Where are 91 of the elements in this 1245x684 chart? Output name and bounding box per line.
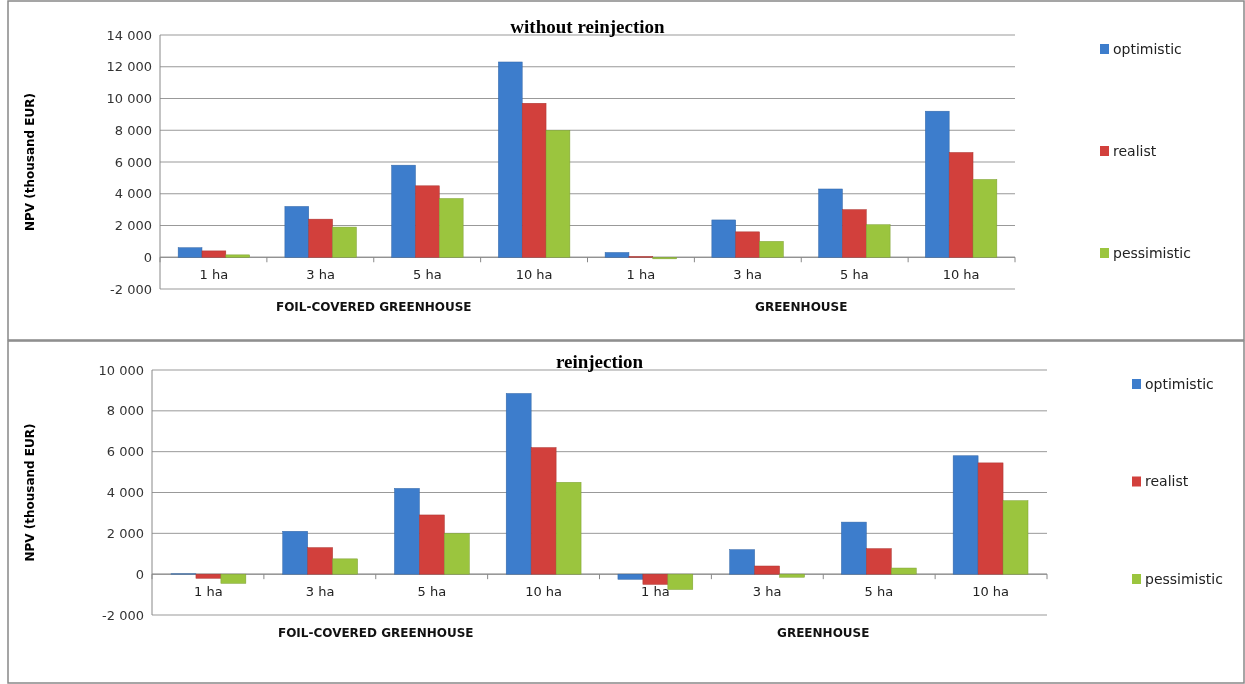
x-tick-label: 3 ha bbox=[733, 267, 762, 283]
bar bbox=[642, 573, 669, 585]
bar bbox=[530, 447, 557, 575]
y-tick-label: 4 000 bbox=[106, 485, 144, 501]
bar bbox=[419, 514, 445, 575]
legend-label: pessimistic bbox=[1113, 244, 1191, 261]
x-tick-label: 5 ha bbox=[840, 267, 869, 283]
bar bbox=[332, 558, 358, 575]
y-tick-label: -2 000 bbox=[110, 281, 152, 297]
bar bbox=[729, 549, 755, 575]
x-tick-label: 5 ha bbox=[417, 584, 447, 600]
text: FOIL-COVERED GREENHOUSE bbox=[277, 626, 474, 640]
bar bbox=[308, 218, 333, 258]
y-tick-label: 2 000 bbox=[106, 525, 144, 541]
x-tick-label: 10 ha bbox=[515, 267, 553, 283]
text: FOIL-COVERED GREENHOUSE bbox=[275, 300, 472, 314]
legend-label: realist bbox=[1145, 473, 1189, 490]
bar bbox=[617, 573, 644, 580]
y-tick-label: -2 000 bbox=[102, 607, 144, 623]
bar bbox=[444, 533, 470, 575]
legend-label: optimistic bbox=[1145, 375, 1214, 392]
bar bbox=[866, 548, 892, 575]
x-tick-label: 5 ha bbox=[864, 584, 894, 600]
chart-title: without reinjection bbox=[510, 16, 666, 37]
bar bbox=[891, 567, 917, 575]
bar bbox=[952, 455, 979, 575]
bar bbox=[521, 103, 547, 258]
y-tick-label: 8 000 bbox=[106, 403, 144, 419]
y-tick-label: 12 000 bbox=[106, 59, 152, 75]
y-tick-label: 2 000 bbox=[114, 218, 152, 234]
chart-title: reinjection bbox=[555, 351, 644, 372]
x-tick-label: 1 ha bbox=[194, 584, 223, 600]
bar bbox=[977, 462, 1004, 575]
y-tick-label: 0 bbox=[143, 249, 152, 265]
legend-label: optimistic bbox=[1113, 40, 1182, 57]
x-tick-label: 1 ha bbox=[626, 267, 656, 283]
y-tick-label: 10 000 bbox=[106, 91, 152, 107]
bar bbox=[177, 247, 203, 258]
x-tick-label: 1 ha bbox=[641, 584, 670, 600]
bar bbox=[394, 488, 420, 575]
bar bbox=[195, 573, 222, 579]
bar bbox=[201, 250, 227, 258]
bar bbox=[1002, 500, 1029, 575]
bar bbox=[866, 224, 891, 258]
bar bbox=[818, 188, 843, 258]
x-tick-label: 3 ha bbox=[752, 584, 782, 600]
bar bbox=[925, 110, 950, 258]
bar bbox=[332, 226, 357, 258]
bar bbox=[667, 573, 694, 590]
text: GREENHOUSE bbox=[777, 626, 870, 640]
bar bbox=[439, 198, 464, 258]
bar bbox=[779, 573, 805, 578]
x-tick-label: 3 ha bbox=[305, 584, 335, 600]
x-tick-label: 10 ha bbox=[525, 584, 563, 600]
bar bbox=[972, 179, 998, 258]
y-tick-label: 8 000 bbox=[114, 122, 152, 138]
y-axis-title: NPV (thousand EUR) bbox=[23, 423, 37, 562]
bar bbox=[307, 547, 333, 575]
bar bbox=[545, 130, 571, 258]
bar bbox=[555, 482, 582, 575]
bar bbox=[604, 252, 630, 258]
x-tick-label: 5 ha bbox=[413, 267, 442, 283]
bar bbox=[842, 209, 867, 258]
y-axis-title: NPV (thousand EUR) bbox=[23, 92, 37, 232]
bar bbox=[841, 521, 867, 575]
x-tick-label: 3 ha bbox=[306, 267, 335, 283]
bar bbox=[284, 206, 309, 258]
bar bbox=[759, 241, 784, 258]
bar bbox=[391, 164, 416, 258]
legend-label: pessimistic bbox=[1145, 570, 1223, 587]
x-tick-label: 1 ha bbox=[199, 267, 229, 283]
legend-label: realist bbox=[1113, 142, 1157, 159]
bar bbox=[735, 231, 760, 258]
y-tick-label: 14 000 bbox=[106, 27, 152, 43]
bar bbox=[711, 219, 736, 258]
y-tick-label: 6 000 bbox=[114, 154, 152, 170]
y-tick-label: 0 bbox=[135, 566, 144, 582]
y-tick-label: 10 000 bbox=[98, 362, 144, 378]
bar bbox=[498, 61, 523, 258]
bar bbox=[948, 152, 974, 258]
bar bbox=[505, 393, 532, 575]
x-tick-label: 10 ha bbox=[942, 267, 980, 283]
bar bbox=[220, 573, 247, 584]
bar bbox=[282, 531, 308, 575]
bar bbox=[225, 254, 250, 258]
x-tick-label: 10 ha bbox=[972, 584, 1010, 600]
y-tick-label: 6 000 bbox=[106, 444, 144, 460]
text: GREENHOUSE bbox=[755, 300, 848, 314]
y-tick-label: 4 000 bbox=[114, 186, 152, 202]
bar bbox=[754, 565, 780, 575]
bar bbox=[415, 185, 440, 258]
